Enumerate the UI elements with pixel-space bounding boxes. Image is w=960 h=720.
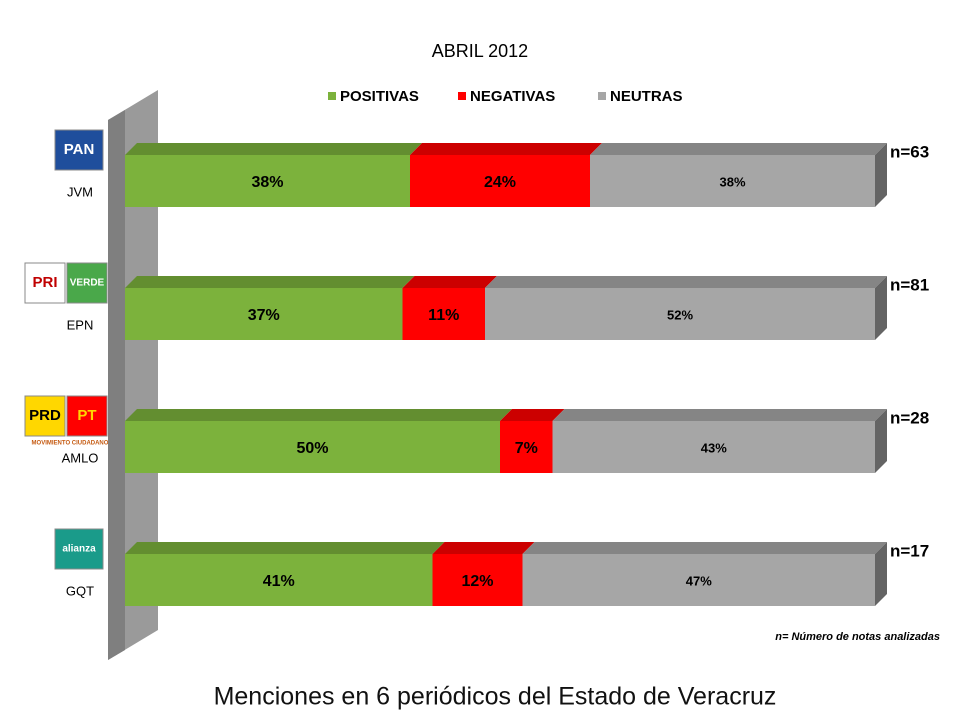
logo: VERDE: [70, 278, 105, 289]
category-label: AMLO: [62, 450, 99, 465]
value-label: 12%: [461, 573, 493, 590]
bar-top: [125, 143, 422, 155]
bar-top: [485, 276, 887, 288]
bar-end: [875, 143, 887, 207]
bar: [125, 288, 403, 340]
side-wall-edge: [108, 110, 125, 660]
legend-swatch: [458, 92, 466, 100]
value-label: 11%: [428, 307, 459, 324]
value-label: 52%: [667, 307, 693, 322]
logo: PRD: [29, 407, 61, 424]
value-label: 37%: [248, 307, 280, 324]
category-label: JVM: [67, 184, 93, 199]
value-label: 7%: [515, 440, 538, 457]
legend-swatch: [598, 92, 606, 100]
legend-label: NEUTRAS: [610, 88, 683, 105]
logo-box: [54, 129, 104, 171]
bar: [410, 155, 590, 207]
value-label: 38%: [251, 174, 283, 191]
value-label: 41%: [263, 573, 295, 590]
bar-top: [500, 409, 565, 421]
chart-title: ABRIL 2012: [432, 41, 528, 61]
category-label: EPN: [67, 317, 94, 332]
legend-label: POSITIVAS: [340, 88, 419, 105]
value-label: 24%: [484, 174, 516, 191]
bar-top: [125, 276, 415, 288]
bar-end: [875, 409, 887, 473]
logo: PRI: [32, 274, 57, 291]
logo-box: [66, 262, 108, 304]
bar-end: [875, 542, 887, 606]
logo: alianza: [62, 544, 96, 555]
bar-top: [552, 409, 887, 421]
bar-top: [125, 409, 512, 421]
bar-top: [522, 542, 887, 554]
value-label: 47%: [686, 573, 712, 588]
caption: Menciones en 6 periódicos del Estado de …: [214, 683, 777, 711]
n-label: n=17: [890, 541, 929, 560]
bar: [590, 155, 875, 207]
logo-box: [24, 395, 66, 437]
logo-box: [54, 528, 104, 570]
logo-box: [24, 262, 66, 304]
n-label: n=81: [890, 275, 929, 294]
logo-box: [66, 395, 108, 437]
bar: [522, 554, 875, 606]
value-label: 43%: [701, 440, 727, 455]
footnote: n= Número de notas analizadas: [775, 631, 940, 643]
bar: [500, 421, 553, 473]
bar-top: [590, 143, 887, 155]
bar: [125, 554, 433, 606]
bar-end: [875, 276, 887, 340]
n-label: n=28: [890, 408, 929, 427]
legend-swatch: [328, 92, 336, 100]
bar: [402, 288, 485, 340]
bar: [432, 554, 523, 606]
bar: [125, 155, 410, 207]
bar-top: [410, 143, 602, 155]
value-label: 50%: [296, 440, 328, 457]
bar-top: [432, 542, 535, 554]
bar: [125, 421, 500, 473]
legend-label: NEGATIVAS: [470, 88, 555, 105]
value-label: 38%: [719, 174, 745, 189]
logo: PAN: [64, 141, 95, 158]
n-label: n=63: [890, 142, 929, 161]
bar-top: [125, 542, 445, 554]
bar: [485, 288, 875, 340]
logo: PT: [77, 407, 96, 424]
category-label: GQT: [66, 583, 94, 598]
logo: MOVIMIENTO CIUDADANO: [32, 441, 109, 447]
bar-top: [402, 276, 497, 288]
bar: [552, 421, 875, 473]
